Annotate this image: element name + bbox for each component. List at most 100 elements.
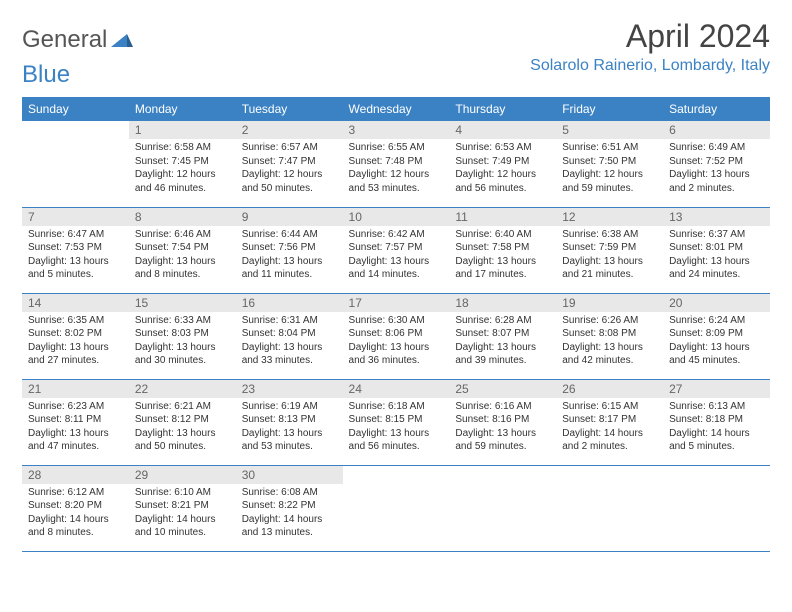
sunset-line: Sunset: 8:11 PM xyxy=(28,413,123,427)
sunset-line: Sunset: 8:08 PM xyxy=(562,327,657,341)
day-number: 4 xyxy=(449,121,556,139)
daylight-line: Daylight: 14 hours and 10 minutes. xyxy=(135,513,230,540)
day-number: 12 xyxy=(556,208,663,226)
sunrise-line: Sunrise: 6:16 AM xyxy=(455,400,550,414)
sunrise-line: Sunrise: 6:33 AM xyxy=(135,314,230,328)
sunrise-line: Sunrise: 6:53 AM xyxy=(455,141,550,155)
day-number: 14 xyxy=(22,294,129,312)
day-details: Sunrise: 6:44 AMSunset: 7:56 PMDaylight:… xyxy=(236,226,343,286)
day-details: Sunrise: 6:13 AMSunset: 8:18 PMDaylight:… xyxy=(663,398,770,458)
daylight-line: Daylight: 13 hours and 45 minutes. xyxy=(669,341,764,368)
sunrise-line: Sunrise: 6:44 AM xyxy=(242,228,337,242)
calendar-body: 1Sunrise: 6:58 AMSunset: 7:45 PMDaylight… xyxy=(22,121,770,551)
weekday-header: Thursday xyxy=(449,97,556,121)
calendar-cell: 29Sunrise: 6:10 AMSunset: 8:21 PMDayligh… xyxy=(129,465,236,551)
day-number: 22 xyxy=(129,380,236,398)
weekday-header: Tuesday xyxy=(236,97,343,121)
daylight-line: Daylight: 12 hours and 56 minutes. xyxy=(455,168,550,195)
sunrise-line: Sunrise: 6:37 AM xyxy=(669,228,764,242)
calendar-cell: 21Sunrise: 6:23 AMSunset: 8:11 PMDayligh… xyxy=(22,379,129,465)
day-details: Sunrise: 6:18 AMSunset: 8:15 PMDaylight:… xyxy=(343,398,450,458)
calendar-cell: 4Sunrise: 6:53 AMSunset: 7:49 PMDaylight… xyxy=(449,121,556,207)
daylight-line: Daylight: 12 hours and 59 minutes. xyxy=(562,168,657,195)
calendar-cell: 13Sunrise: 6:37 AMSunset: 8:01 PMDayligh… xyxy=(663,207,770,293)
day-details: Sunrise: 6:08 AMSunset: 8:22 PMDaylight:… xyxy=(236,484,343,544)
sunrise-line: Sunrise: 6:26 AM xyxy=(562,314,657,328)
calendar-row: 28Sunrise: 6:12 AMSunset: 8:20 PMDayligh… xyxy=(22,465,770,551)
sunrise-line: Sunrise: 6:12 AM xyxy=(28,486,123,500)
sunrise-line: Sunrise: 6:15 AM xyxy=(562,400,657,414)
sunset-line: Sunset: 8:21 PM xyxy=(135,499,230,513)
sunset-line: Sunset: 7:56 PM xyxy=(242,241,337,255)
daylight-line: Daylight: 12 hours and 46 minutes. xyxy=(135,168,230,195)
day-number: 9 xyxy=(236,208,343,226)
day-details: Sunrise: 6:40 AMSunset: 7:58 PMDaylight:… xyxy=(449,226,556,286)
calendar-cell: 15Sunrise: 6:33 AMSunset: 8:03 PMDayligh… xyxy=(129,293,236,379)
sunrise-line: Sunrise: 6:57 AM xyxy=(242,141,337,155)
sunrise-line: Sunrise: 6:24 AM xyxy=(669,314,764,328)
calendar-cell: 12Sunrise: 6:38 AMSunset: 7:59 PMDayligh… xyxy=(556,207,663,293)
calendar-cell: 1Sunrise: 6:58 AMSunset: 7:45 PMDaylight… xyxy=(129,121,236,207)
sunset-line: Sunset: 7:57 PM xyxy=(349,241,444,255)
weekday-header: Monday xyxy=(129,97,236,121)
day-details: Sunrise: 6:33 AMSunset: 8:03 PMDaylight:… xyxy=(129,312,236,372)
day-number: 21 xyxy=(22,380,129,398)
title-block: April 2024 Solarolo Rainerio, Lombardy, … xyxy=(530,18,770,75)
daylight-line: Daylight: 13 hours and 24 minutes. xyxy=(669,255,764,282)
sunrise-line: Sunrise: 6:08 AM xyxy=(242,486,337,500)
calendar-cell: 27Sunrise: 6:13 AMSunset: 8:18 PMDayligh… xyxy=(663,379,770,465)
day-number: 3 xyxy=(343,121,450,139)
sunrise-line: Sunrise: 6:23 AM xyxy=(28,400,123,414)
sunrise-line: Sunrise: 6:35 AM xyxy=(28,314,123,328)
day-details: Sunrise: 6:10 AMSunset: 8:21 PMDaylight:… xyxy=(129,484,236,544)
sunset-line: Sunset: 8:04 PM xyxy=(242,327,337,341)
daylight-line: Daylight: 13 hours and 17 minutes. xyxy=(455,255,550,282)
day-number: 26 xyxy=(556,380,663,398)
sunset-line: Sunset: 8:13 PM xyxy=(242,413,337,427)
sunset-line: Sunset: 8:02 PM xyxy=(28,327,123,341)
day-number: 23 xyxy=(236,380,343,398)
day-number: 10 xyxy=(343,208,450,226)
daylight-line: Daylight: 13 hours and 33 minutes. xyxy=(242,341,337,368)
calendar-cell: 22Sunrise: 6:21 AMSunset: 8:12 PMDayligh… xyxy=(129,379,236,465)
sunrise-line: Sunrise: 6:31 AM xyxy=(242,314,337,328)
day-details: Sunrise: 6:31 AMSunset: 8:04 PMDaylight:… xyxy=(236,312,343,372)
sunset-line: Sunset: 8:03 PM xyxy=(135,327,230,341)
day-details: Sunrise: 6:35 AMSunset: 8:02 PMDaylight:… xyxy=(22,312,129,372)
sunrise-line: Sunrise: 6:47 AM xyxy=(28,228,123,242)
sunrise-line: Sunrise: 6:19 AM xyxy=(242,400,337,414)
sunrise-line: Sunrise: 6:28 AM xyxy=(455,314,550,328)
day-number: 11 xyxy=(449,208,556,226)
day-number: 8 xyxy=(129,208,236,226)
sunrise-line: Sunrise: 6:49 AM xyxy=(669,141,764,155)
sunset-line: Sunset: 7:54 PM xyxy=(135,241,230,255)
daylight-line: Daylight: 13 hours and 27 minutes. xyxy=(28,341,123,368)
sunset-line: Sunset: 7:59 PM xyxy=(562,241,657,255)
daylight-line: Daylight: 13 hours and 11 minutes. xyxy=(242,255,337,282)
sunset-line: Sunset: 8:07 PM xyxy=(455,327,550,341)
daylight-line: Daylight: 13 hours and 5 minutes. xyxy=(28,255,123,282)
day-details: Sunrise: 6:38 AMSunset: 7:59 PMDaylight:… xyxy=(556,226,663,286)
day-details: Sunrise: 6:51 AMSunset: 7:50 PMDaylight:… xyxy=(556,139,663,199)
day-details: Sunrise: 6:46 AMSunset: 7:54 PMDaylight:… xyxy=(129,226,236,286)
calendar-cell: 5Sunrise: 6:51 AMSunset: 7:50 PMDaylight… xyxy=(556,121,663,207)
day-details: Sunrise: 6:19 AMSunset: 8:13 PMDaylight:… xyxy=(236,398,343,458)
day-number: 28 xyxy=(22,466,129,484)
calendar-cell: 6Sunrise: 6:49 AMSunset: 7:52 PMDaylight… xyxy=(663,121,770,207)
calendar-cell: 16Sunrise: 6:31 AMSunset: 8:04 PMDayligh… xyxy=(236,293,343,379)
daylight-line: Daylight: 13 hours and 8 minutes. xyxy=(135,255,230,282)
sunrise-line: Sunrise: 6:51 AM xyxy=(562,141,657,155)
daylight-line: Daylight: 13 hours and 50 minutes. xyxy=(135,427,230,454)
weekday-header: Sunday xyxy=(22,97,129,121)
day-number: 20 xyxy=(663,294,770,312)
calendar-row: 7Sunrise: 6:47 AMSunset: 7:53 PMDaylight… xyxy=(22,207,770,293)
weekday-header-row: SundayMondayTuesdayWednesdayThursdayFrid… xyxy=(22,97,770,121)
day-number: 17 xyxy=(343,294,450,312)
sunset-line: Sunset: 8:22 PM xyxy=(242,499,337,513)
day-number: 7 xyxy=(22,208,129,226)
calendar-cell: 9Sunrise: 6:44 AMSunset: 7:56 PMDaylight… xyxy=(236,207,343,293)
daylight-line: Daylight: 13 hours and 56 minutes. xyxy=(349,427,444,454)
brand-part2: Blue xyxy=(22,61,70,89)
sunrise-line: Sunrise: 6:38 AM xyxy=(562,228,657,242)
calendar-table: SundayMondayTuesdayWednesdayThursdayFrid… xyxy=(22,97,770,552)
